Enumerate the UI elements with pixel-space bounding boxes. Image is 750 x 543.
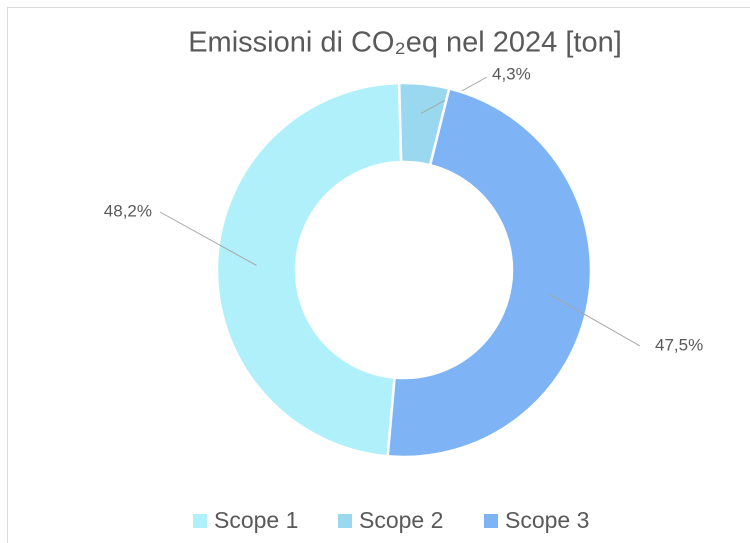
donut-slice [215, 81, 403, 458]
leader-line [549, 293, 641, 347]
legend-label: Scope 1 [214, 507, 298, 533]
legend-swatch [193, 514, 207, 528]
data-label: 47,5% [655, 335, 703, 354]
donut-slice [386, 87, 593, 459]
leader-line [159, 211, 257, 266]
legend-label: Scope 3 [505, 507, 589, 533]
data-label: 4,3% [492, 64, 531, 83]
chart-title: Emissioni di CO₂eq nel 2024 [ton] [188, 27, 622, 59]
legend-swatch [484, 514, 498, 528]
data-label: 48,2% [104, 201, 152, 220]
legend-label: Scope 2 [359, 507, 443, 533]
legend-swatch [338, 514, 352, 528]
